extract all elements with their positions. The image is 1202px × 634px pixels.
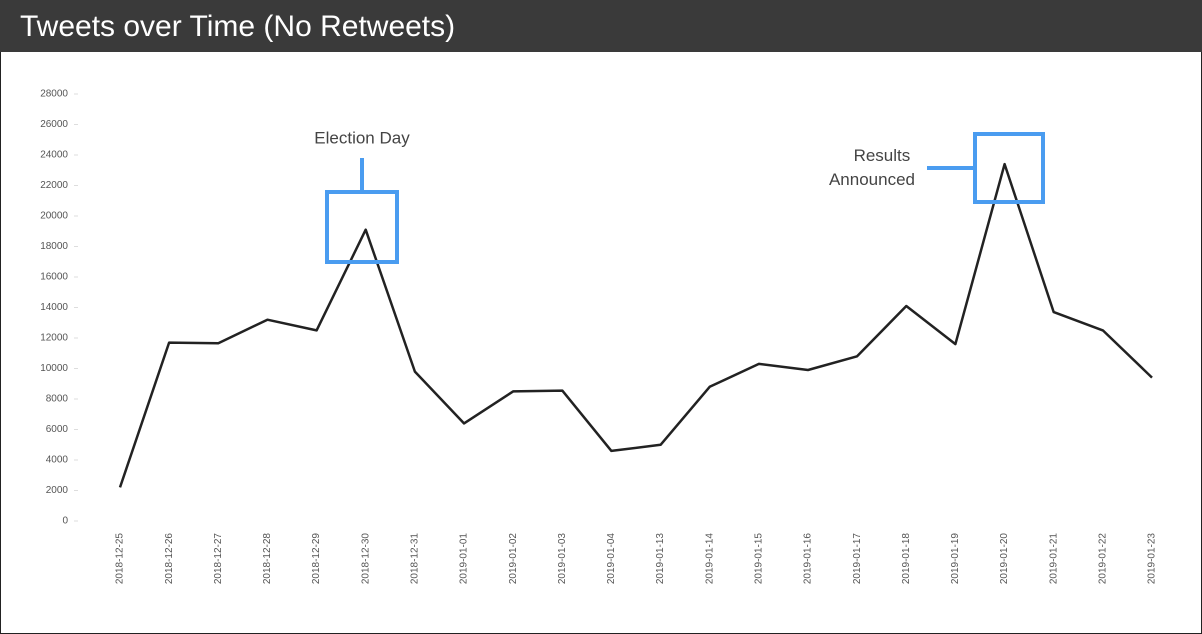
- y-tick-label: 8000: [46, 394, 69, 405]
- y-tick-label: 2000: [46, 485, 69, 496]
- x-tick-label: 2019-01-04: [606, 533, 617, 585]
- y-tick-label: 22000: [40, 180, 68, 191]
- annotation-line: Announced: [829, 170, 915, 189]
- x-tick-label: 2019-01-14: [704, 533, 715, 585]
- y-tick-label: 28000: [40, 89, 68, 100]
- y-tick-label: 20000: [40, 211, 68, 222]
- x-tick-label: 2019-01-20: [999, 533, 1010, 585]
- header-bar: [0, 0, 1202, 52]
- x-tick-label: 2019-01-22: [1097, 533, 1108, 585]
- x-tick-label: 2018-12-27: [213, 533, 224, 585]
- y-tick-label: 16000: [40, 272, 68, 283]
- annotation-box: [973, 132, 1045, 204]
- x-tick-label: 2019-01-01: [459, 533, 470, 585]
- annotation-line: Results: [854, 146, 911, 165]
- y-tick-label: 24000: [40, 150, 68, 161]
- y-tick-label: 12000: [40, 333, 68, 344]
- x-tick-label: 2019-01-15: [753, 533, 764, 585]
- x-tick-label: 2019-01-03: [557, 533, 568, 585]
- y-tick-label: 6000: [46, 424, 69, 435]
- y-tick-label: 14000: [40, 302, 68, 313]
- annotation-box: [325, 190, 399, 264]
- x-tick-label: 2018-12-25: [115, 533, 126, 585]
- chart-title: Tweets over Time (No Retweets): [20, 10, 455, 43]
- x-tick-label: 2018-12-29: [311, 533, 322, 585]
- y-tick-label: 18000: [40, 241, 68, 252]
- x-tick-label: 2019-01-02: [508, 533, 519, 585]
- line-series: [118, 162, 1153, 488]
- x-tick-label: 2018-12-28: [262, 533, 273, 585]
- x-tick-label: 2019-01-16: [803, 533, 814, 585]
- annotation: Election Day: [314, 128, 410, 147]
- x-tick-label: 2018-12-30: [360, 533, 371, 585]
- x-tick-label: 2019-01-17: [852, 533, 863, 585]
- x-tick-label: 2018-12-31: [409, 533, 420, 585]
- x-tick-label: 2019-01-23: [1147, 533, 1158, 585]
- y-tick-label: 10000: [40, 363, 68, 374]
- annotation: Results Announced: [829, 146, 915, 189]
- x-tick-label: 2018-12-26: [164, 533, 175, 585]
- x-tick-label: 2019-01-18: [901, 533, 912, 585]
- x-tick-label: 2019-01-19: [950, 533, 961, 585]
- y-tick-label: 4000: [46, 455, 69, 466]
- x-tick-label: 2019-01-13: [655, 533, 666, 585]
- y-tick-label: 26000: [40, 119, 68, 130]
- x-tick-label: 2019-01-21: [1048, 533, 1059, 585]
- y-tick-label: 0: [62, 516, 68, 527]
